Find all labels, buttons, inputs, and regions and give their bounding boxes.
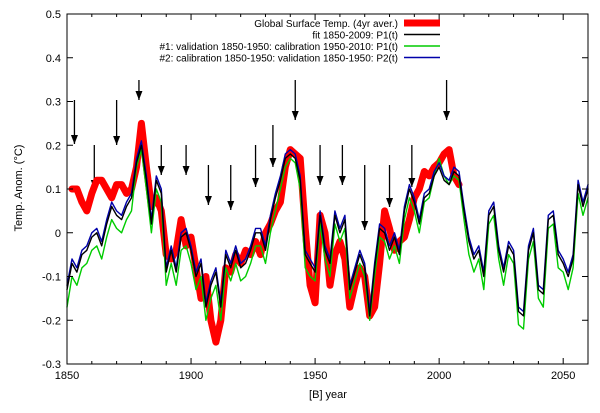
x-axis-label: [B] year [309, 389, 347, 401]
annotation-arrow-head [70, 135, 78, 144]
annotation-arrow-head [361, 221, 369, 230]
x-tick-label: 1850 [55, 370, 79, 382]
annotation-arrows [70, 80, 451, 230]
legend-label-2: fit 1850-2009: P1(t) [312, 31, 398, 42]
annotation-arrow-head [316, 176, 324, 185]
x-tick-label: 1950 [303, 370, 327, 382]
annotation-arrow-head [204, 196, 212, 205]
y-tick-label: -0.1 [42, 272, 61, 284]
series-line-3 [66, 148, 589, 330]
x-tick-label: 2050 [551, 370, 575, 382]
annotation-arrow-head [135, 91, 143, 100]
annotation-arrow-head [227, 201, 235, 210]
legend-label-3: #1: validation 1850-1950: calibration 19… [160, 42, 399, 53]
y-tick-label: 0.1 [46, 184, 61, 196]
legend-label-4: #2: calibration 1850-1950: validation 18… [160, 54, 399, 65]
legend: Global Surface Temp. (4yr aver.)fit 1850… [160, 19, 440, 65]
y-tick-label: 0.5 [46, 9, 61, 21]
series-group [66, 119, 589, 346]
x-tick-label: 2000 [427, 370, 451, 382]
x-tick-label: 1900 [179, 370, 203, 382]
annotation-arrow-head [386, 198, 394, 207]
annotation-arrow-head [113, 136, 121, 145]
annotation-arrow-head [408, 178, 416, 187]
annotation-arrow-head [157, 166, 165, 175]
annotation-arrow-head [443, 111, 451, 120]
y-tick-label: 0.4 [46, 53, 61, 65]
y-tick-label: -0.3 [42, 359, 61, 371]
axes-group: 1850 1900 1950 2000 2050 -0.3 -0.2 -0.1 0 0.1 0.2 0… [42, 9, 589, 382]
y-axis-label: Temp. Anom. (°C) [13, 145, 25, 232]
legend-label-1: Global Surface Temp. (4yr aver.) [254, 19, 398, 30]
annotation-arrow-head [252, 178, 260, 187]
y-tick-label: 0 [55, 228, 61, 240]
annotation-arrow-head [291, 111, 299, 120]
annotation-arrow-head [338, 176, 346, 185]
annotation-arrow-head [182, 166, 190, 175]
annotation-arrow-head [269, 158, 277, 167]
y-tick-label: -0.2 [42, 315, 61, 327]
series-line-2 [66, 144, 589, 317]
y-tick-label: 0.3 [46, 97, 61, 109]
y-tick-label: 0.2 [46, 140, 61, 152]
